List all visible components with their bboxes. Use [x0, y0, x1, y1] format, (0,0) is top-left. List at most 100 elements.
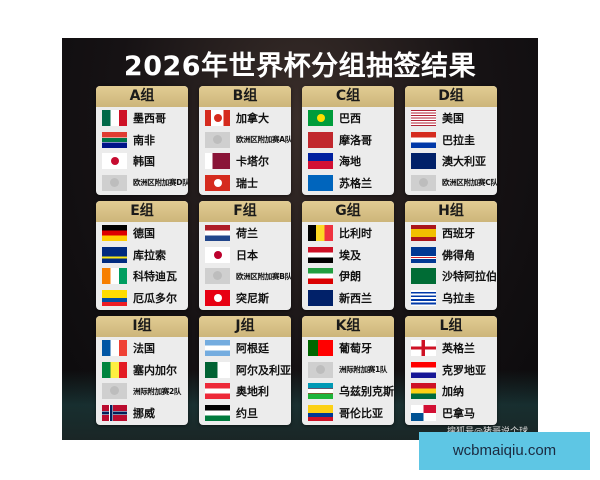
team-row: 澳大利亚: [405, 151, 497, 172]
team-name: 阿根廷: [236, 342, 269, 355]
team-row: 欧洲区附加赛A队: [199, 129, 291, 150]
team-row: 巴拿马: [405, 402, 497, 423]
flag-usa-icon: [411, 110, 436, 126]
team-row: 美国: [405, 108, 497, 129]
team-name: 挪威: [133, 406, 155, 420]
team-row: 埃及: [302, 244, 394, 265]
team-row: 摩洛哥: [302, 129, 394, 150]
flag-curacao-icon: [102, 246, 127, 263]
team-row: 伊朗: [302, 266, 394, 287]
flag-brazil-icon: [308, 110, 333, 126]
team-name: 洲际附加赛1队: [339, 365, 388, 374]
team-name: 伊朗: [339, 270, 361, 283]
flag-ecuador-icon: [102, 289, 127, 306]
team-name: 埃及: [339, 248, 361, 262]
team-name: 海地: [339, 155, 361, 168]
flag-switzerland-icon: [205, 174, 230, 191]
team-name: 苏格兰: [339, 176, 372, 190]
group-label: H组: [405, 201, 497, 222]
team-row: 哥伦比亚: [302, 402, 394, 423]
team-row: 库拉索: [96, 244, 188, 265]
team-name: 厄瓜多尔: [133, 291, 177, 305]
team-name: 荷兰: [236, 227, 258, 240]
flag-saudi-arabia-icon: [411, 268, 436, 284]
team-name: 洲际附加赛2队: [133, 386, 182, 396]
team-row: 阿尔及利亚: [199, 359, 291, 380]
team-name: 巴拿马: [442, 406, 475, 420]
team-row: 塞内加尔: [96, 359, 188, 380]
team-name: 葡萄牙: [339, 342, 372, 355]
flag-mexico-icon: [102, 110, 127, 126]
group-card-b: B组 加拿大 欧洲区附加赛A队 卡塔尔 瑞士: [199, 86, 291, 195]
flag-argentina-icon: [205, 340, 230, 356]
team-name: 佛得角: [442, 248, 475, 262]
team-name: 科特迪瓦: [133, 270, 177, 283]
team-name: 新西兰: [339, 291, 372, 305]
team-row: 厄瓜多尔: [96, 287, 188, 308]
team-name: 阿尔及利亚: [236, 363, 291, 377]
team-name: 奥地利: [236, 385, 269, 398]
team-row: 荷兰: [199, 223, 291, 244]
flag-netherlands-icon: [205, 225, 230, 241]
team-row: 韩国: [96, 151, 188, 172]
group-card-f: F组 荷兰 日本 欧洲区附加赛B队 突尼斯: [199, 201, 291, 310]
flag-jordan-icon: [205, 404, 230, 421]
team-row: 苏格兰: [302, 172, 394, 193]
group-label: K组: [302, 316, 394, 337]
team-name: 巴拉圭: [442, 133, 475, 147]
group-card-i: I组 法国 塞内加尔 洲际附加赛2队 挪威: [96, 316, 188, 425]
flag-ghana-icon: [411, 383, 436, 399]
flag-portugal-icon: [308, 340, 333, 356]
team-row: 佛得角: [405, 244, 497, 265]
flag-scotland-icon: [308, 174, 333, 191]
team-name: 塞内加尔: [133, 363, 177, 377]
flag-croatia-icon: [411, 361, 436, 378]
group-card-d: D组 美国 巴拉圭 澳大利亚 欧洲区附加赛C队: [405, 86, 497, 195]
groups-grid: A组 墨西哥 南非 韩国 欧洲区附加赛D队 B组 加拿大 欧洲区附加赛A队 卡塔尔 瑞士 C组 巴西摩…: [96, 86, 497, 425]
team-row: 法国: [96, 338, 188, 359]
team-name: 巴西: [339, 112, 361, 125]
team-name: 英格兰: [442, 342, 475, 355]
site-badge[interactable]: wcbmaiqiu.com: [419, 432, 590, 470]
flag-senegal-icon: [102, 361, 127, 378]
flag-japan-icon: [205, 246, 230, 263]
placeholder-team-icon: [102, 174, 127, 191]
group-label: A组: [96, 86, 188, 107]
team-name: 欧洲区附加赛B队: [236, 271, 291, 281]
flag-algeria-icon: [205, 361, 230, 378]
team-name: 德国: [133, 227, 155, 240]
group-card-j: J组 阿根廷 阿尔及利亚 奥地利 约旦: [199, 316, 291, 425]
flag-uruguay-icon: [411, 289, 436, 306]
team-row: 突尼斯: [199, 287, 291, 308]
flag-egypt-icon: [308, 246, 333, 263]
team-row: 欧洲区附加赛C队: [405, 172, 497, 193]
flag-spain-icon: [411, 225, 436, 241]
team-name: 库拉索: [133, 248, 166, 262]
flag-canada-icon: [205, 110, 230, 126]
placeholder-team-icon: [102, 383, 127, 399]
team-row: 瑞士: [199, 172, 291, 193]
team-name: 比利时: [339, 227, 372, 240]
team-name: 乌兹别克斯坦: [339, 385, 394, 398]
team-name: 西班牙: [442, 227, 475, 240]
placeholder-team-icon: [411, 174, 436, 191]
flag-morocco-icon: [308, 131, 333, 148]
group-label: C组: [302, 86, 394, 107]
team-name: 哥伦比亚: [339, 406, 383, 420]
flag-iran-icon: [308, 268, 333, 284]
team-name: 韩国: [133, 155, 155, 168]
placeholder-team-icon: [308, 361, 333, 378]
team-row: 英格兰: [405, 338, 497, 359]
team-row: 加拿大: [199, 108, 291, 129]
flag-austria-icon: [205, 383, 230, 399]
team-name: 瑞士: [236, 176, 258, 190]
team-row: 沙特阿拉伯: [405, 266, 497, 287]
team-name: 加拿大: [236, 112, 269, 125]
team-name: 克罗地亚: [442, 363, 486, 377]
team-row: 巴西: [302, 108, 394, 129]
flag-panama-icon: [411, 404, 436, 421]
poster-title: 2026年世界杯分组抽签结果: [123, 51, 477, 82]
team-name: 日本: [236, 248, 258, 262]
flag-ivory-coast-icon: [102, 268, 127, 284]
team-name: 澳大利亚: [442, 155, 486, 168]
